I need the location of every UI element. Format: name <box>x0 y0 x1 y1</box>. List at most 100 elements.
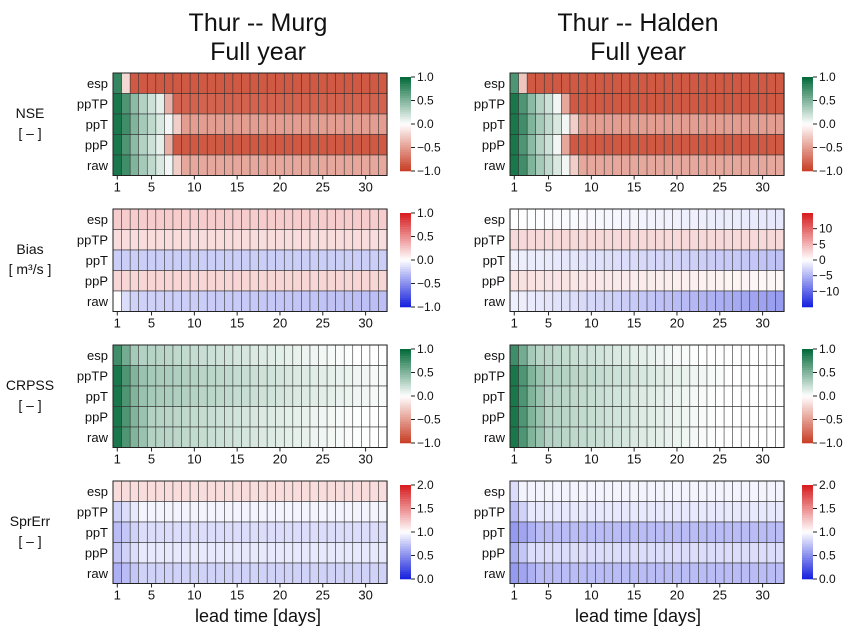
colorbar-swatch <box>400 135 411 139</box>
cell-ppT-day11 <box>595 521 605 543</box>
cell-raw-day3 <box>526 562 537 584</box>
cell-raw-day24 <box>309 154 320 176</box>
cell-raw-day13 <box>612 154 622 176</box>
colorbar-swatch <box>400 140 411 144</box>
colorbar-swatch <box>802 252 813 256</box>
cell-raw-day28 <box>740 426 751 448</box>
cell-esp-day1 <box>112 344 123 366</box>
cell-raw-day2 <box>121 290 131 312</box>
cell-ppT-day24 <box>706 521 717 543</box>
colorbar-label: −0.5 <box>819 141 843 155</box>
cell-ppTP-day14 <box>224 501 234 523</box>
cell-raw-day1 <box>509 290 520 312</box>
cell-ppTP-day10 <box>189 501 200 523</box>
cell-ppT-day29 <box>749 113 759 135</box>
cell-esp-day9 <box>181 480 191 502</box>
metric-unit-nse: [ – ] <box>18 125 41 141</box>
colorbar-swatch <box>802 567 813 570</box>
cell-ppT-day6 <box>155 385 165 407</box>
cell-esp-day2 <box>121 344 131 366</box>
x-tick-label-1: 1 <box>114 588 121 603</box>
cell-ppTP-day32 <box>775 93 785 115</box>
cell-ppTP-day13 <box>215 501 225 523</box>
cell-ppT-day1 <box>509 113 520 135</box>
colorbar-swatch <box>802 269 813 273</box>
cell-ppP-day5 <box>543 406 554 428</box>
cell-raw-day8 <box>172 290 183 312</box>
cell-esp-day5 <box>543 72 554 94</box>
cell-raw-day22 <box>689 426 699 448</box>
colorbar-swatch <box>400 424 411 427</box>
colorbar-swatch <box>400 496 411 500</box>
metric-unit-crpss: [ – ] <box>18 397 41 413</box>
cell-ppT-day12 <box>603 521 614 543</box>
colorbar-swatch <box>802 215 813 218</box>
cell-ppP-day3 <box>129 406 140 428</box>
colorbar-swatch <box>400 414 411 418</box>
cell-ppP-day23 <box>698 406 708 428</box>
cell-raw-day15 <box>629 562 640 584</box>
cell-ppP-day4 <box>138 542 148 564</box>
cell-ppTP-day21 <box>283 93 294 115</box>
cell-ppT-day22 <box>292 249 302 271</box>
cell-esp-day18 <box>655 208 665 230</box>
colorbar-swatch <box>400 522 411 526</box>
cell-ppTP-day13 <box>215 365 225 387</box>
colorbar-label: 1.0 <box>819 342 836 356</box>
row-label-raw: raw <box>484 430 506 445</box>
cell-ppT-day2 <box>121 385 131 407</box>
cell-ppTP-day26 <box>326 93 337 115</box>
colorbar-swatch <box>802 438 813 441</box>
cell-ppTP-day26 <box>723 365 734 387</box>
cell-ppTP-day9 <box>181 229 191 251</box>
colorbar-swatch <box>802 255 813 258</box>
cell-ppT-day2 <box>121 249 131 271</box>
cell-raw-day29 <box>352 154 362 176</box>
cell-ppT-day24 <box>706 385 717 407</box>
cell-raw-day15 <box>232 290 243 312</box>
cell-ppTP-day2 <box>518 365 528 387</box>
cell-ppT-day14 <box>621 113 631 135</box>
cell-ppTP-day2 <box>121 93 131 115</box>
cell-ppP-day30 <box>758 406 768 428</box>
cell-ppT-day14 <box>621 385 631 407</box>
cell-ppP-day27 <box>732 270 742 292</box>
cell-ppP-day28 <box>343 406 354 428</box>
cell-ppTP-day12 <box>206 365 217 387</box>
cell-ppP-day24 <box>309 270 320 292</box>
cell-ppTP-day3 <box>129 229 140 251</box>
colorbar-swatch <box>802 135 813 139</box>
cell-raw-day31 <box>766 154 777 176</box>
cell-ppTP-day30 <box>758 93 768 115</box>
colorbar-swatch <box>400 168 411 172</box>
cell-esp-day12 <box>206 344 217 366</box>
x-tick-label-25: 25 <box>713 588 727 603</box>
colorbar-swatch <box>802 93 813 97</box>
cell-ppP-day16 <box>241 542 251 564</box>
cell-esp-day4 <box>138 344 148 366</box>
colorbar-swatch <box>400 299 411 303</box>
cell-esp-day14 <box>224 480 234 502</box>
colorbar-label: −1.0 <box>819 436 843 450</box>
cell-raw-day30 <box>361 426 371 448</box>
cell-ppP-day24 <box>706 542 717 564</box>
cell-ppP-day10 <box>586 134 597 156</box>
cell-raw-day21 <box>283 290 294 312</box>
colorbar-swatch <box>802 112 813 115</box>
cell-ppTP-day15 <box>629 229 640 251</box>
cell-ppP-day13 <box>215 406 225 428</box>
cell-esp-day19 <box>266 480 277 502</box>
x-tick-label-30: 30 <box>755 452 769 467</box>
cell-ppTP-day20 <box>672 501 682 523</box>
row-label-esp: esp <box>87 484 108 499</box>
cell-ppP-day19 <box>266 134 277 156</box>
colorbar-swatch <box>802 515 813 519</box>
cell-ppT-day32 <box>378 521 388 543</box>
cell-ppTP-day19 <box>663 501 674 523</box>
cell-ppP-day4 <box>535 270 545 292</box>
cell-ppT-day22 <box>689 521 699 543</box>
cell-raw-day8 <box>569 426 580 448</box>
cell-esp-day7 <box>164 344 174 366</box>
cell-ppP-day16 <box>241 270 251 292</box>
cell-ppTP-day19 <box>266 93 277 115</box>
